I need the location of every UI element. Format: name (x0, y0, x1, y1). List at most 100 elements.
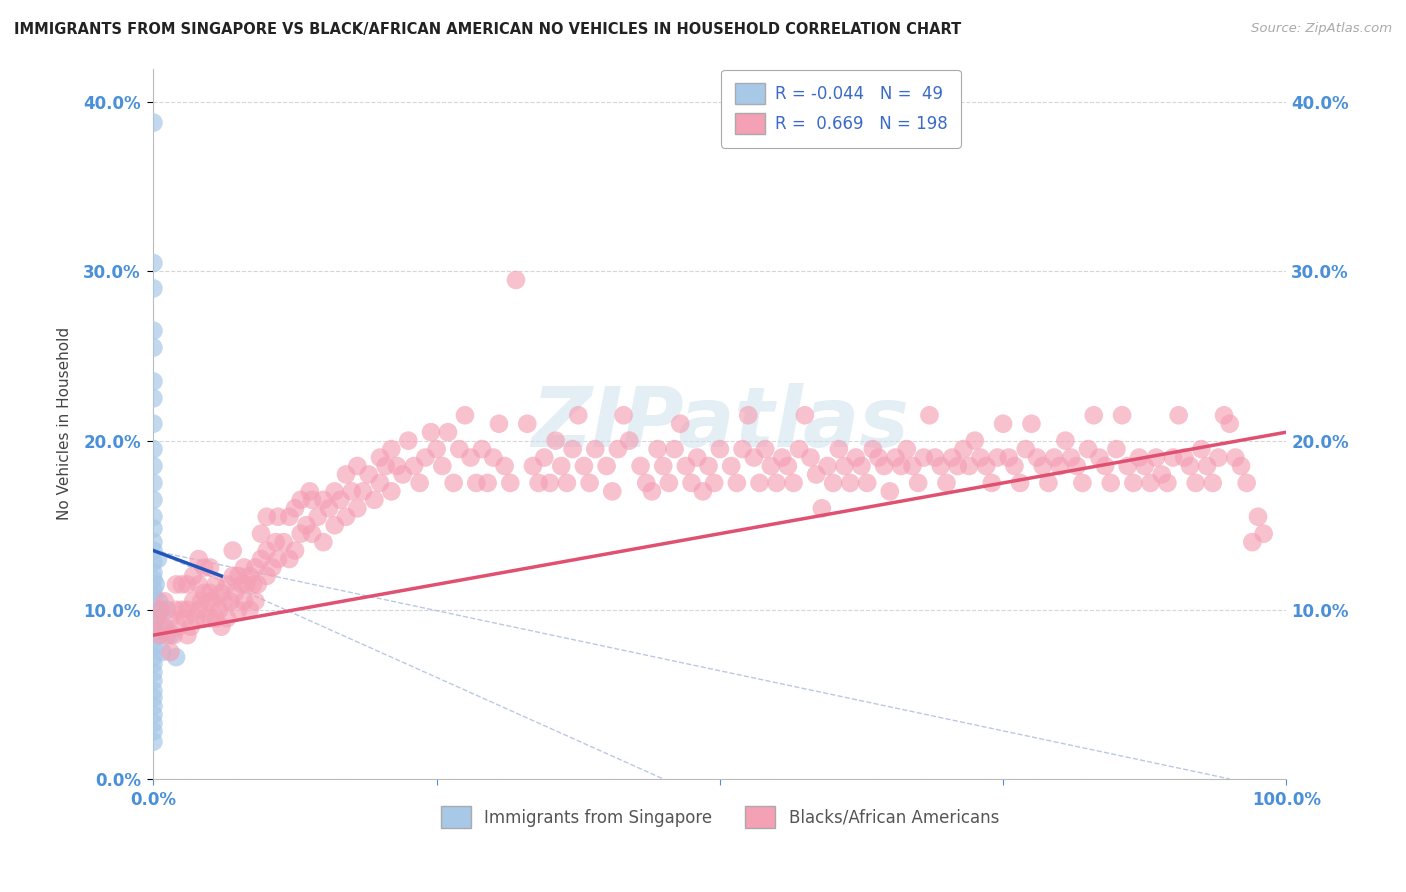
Point (1225, 450, 1247, 465)
Point (720, 458, 742, 473)
Point (222, 569, 245, 583)
Point (544, 434, 567, 448)
Point (1219, 417, 1241, 431)
Point (567, 409, 589, 423)
Point (307, 509, 329, 524)
Point (368, 475, 391, 490)
Point (845, 450, 868, 465)
Point (1105, 442, 1128, 456)
Point (142, 341, 165, 355)
Point (312, 492, 335, 507)
Point (884, 450, 907, 465)
Point (516, 417, 538, 431)
Point (787, 442, 810, 456)
Point (148, 594, 170, 608)
Point (1066, 458, 1088, 473)
Point (312, 535, 335, 549)
Point (1038, 475, 1060, 490)
Point (636, 475, 658, 490)
Point (142, 650, 165, 665)
Point (1236, 475, 1258, 490)
Point (290, 526, 312, 541)
Point (974, 458, 997, 473)
Point (278, 552, 301, 566)
Point (1083, 409, 1105, 423)
Y-axis label: No Vehicles in Household: No Vehicles in Household (58, 327, 72, 520)
Point (142, 458, 165, 473)
Point (873, 458, 896, 473)
Point (1173, 450, 1195, 465)
Point (391, 467, 413, 482)
Point (165, 650, 187, 665)
Point (742, 450, 765, 465)
Point (142, 606, 165, 620)
Point (181, 569, 204, 583)
Point (186, 611, 208, 625)
Point (1139, 475, 1161, 490)
Point (190, 594, 212, 608)
Point (149, 628, 172, 642)
Point (165, 577, 187, 591)
Point (346, 458, 368, 473)
Point (918, 409, 941, 423)
Point (142, 115, 165, 129)
Point (170, 577, 193, 591)
Point (145, 577, 167, 591)
Point (1128, 450, 1150, 465)
Point (163, 628, 186, 642)
Point (1189, 442, 1212, 456)
Point (340, 484, 363, 499)
Point (725, 475, 748, 490)
Point (408, 475, 430, 490)
Point (1184, 475, 1206, 490)
Point (1167, 409, 1189, 423)
Point (477, 475, 499, 490)
Point (991, 417, 1014, 431)
Point (868, 450, 890, 465)
Point (426, 442, 449, 456)
Point (142, 522, 165, 536)
Point (193, 611, 215, 625)
Point (669, 417, 692, 431)
Point (1213, 409, 1236, 423)
Point (146, 552, 169, 566)
Point (153, 620, 176, 634)
Point (811, 501, 834, 516)
Point (494, 458, 516, 473)
Point (146, 611, 169, 625)
Point (963, 434, 986, 448)
Point (606, 442, 628, 456)
Point (443, 475, 465, 490)
Point (201, 594, 224, 608)
Text: IMMIGRANTS FROM SINGAPORE VS BLACK/AFRICAN AMERICAN NO VEHICLES IN HOUSEHOLD COR: IMMIGRANTS FROM SINGAPORE VS BLACK/AFRIC… (14, 22, 962, 37)
Point (198, 586, 221, 600)
Point (180, 620, 202, 634)
Point (460, 450, 482, 465)
Point (748, 475, 770, 490)
Point (630, 458, 652, 473)
Point (256, 509, 278, 524)
Point (153, 594, 176, 608)
Point (239, 603, 262, 617)
Point (550, 458, 572, 473)
Point (1043, 450, 1066, 465)
Point (658, 475, 681, 490)
Point (396, 434, 419, 448)
Point (969, 450, 991, 465)
Point (879, 484, 901, 499)
Point (1071, 475, 1094, 490)
Point (1010, 475, 1032, 490)
Point (209, 586, 232, 600)
Point (415, 450, 437, 465)
Point (1094, 458, 1116, 473)
Point (352, 484, 374, 499)
Point (946, 458, 969, 473)
Point (142, 640, 165, 654)
Point (209, 620, 232, 634)
Point (703, 475, 725, 490)
Point (380, 484, 402, 499)
Point (142, 256, 165, 270)
Point (150, 603, 173, 617)
Point (142, 673, 165, 688)
Point (1161, 450, 1184, 465)
